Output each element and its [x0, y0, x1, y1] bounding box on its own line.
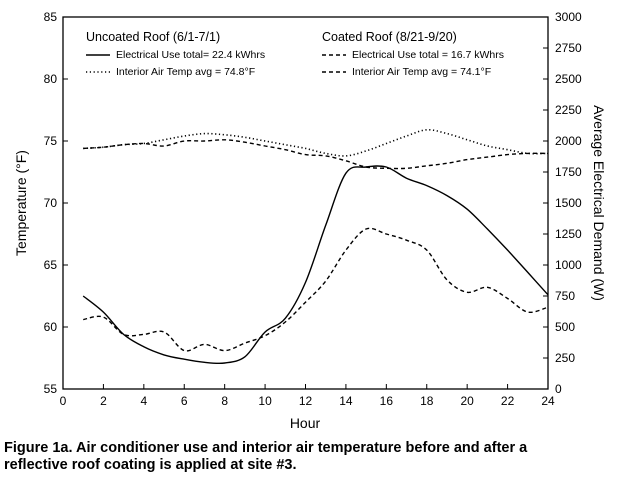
- y-left-tick-label: 65: [44, 258, 58, 272]
- y-right-tick-label: 1000: [555, 258, 582, 272]
- legend-group-title: Uncoated Roof (6/1-7/1): [86, 30, 220, 44]
- x-tick-label: 2: [100, 394, 107, 408]
- y-right-tick-label: 750: [555, 289, 575, 303]
- y-right-tick-label: 2250: [555, 103, 582, 117]
- legend-entry: Interior Air Temp avg = 74.1°F: [352, 66, 491, 78]
- y-right-tick-label: 0: [555, 382, 562, 396]
- series-line-1-1: [83, 139, 549, 170]
- x-tick-label: 24: [541, 394, 555, 408]
- y-right-tick-label: 1500: [555, 196, 582, 210]
- chart: 0 2 4 6 8 10 12 14 16 18 20 22 245560657075808502505…: [13, 10, 607, 431]
- y-right-tick-label: 2500: [555, 72, 582, 86]
- x-tick-label: 22: [501, 394, 515, 408]
- y-left-tick-label: 60: [44, 320, 58, 334]
- caption-line-1: Figure 1a. Air conditioner use and inter…: [4, 440, 528, 456]
- y-left-tick-label: 85: [44, 10, 58, 24]
- x-tick-label: 18: [420, 394, 434, 408]
- caption-line-2: reflective roof coating is applied at si…: [4, 457, 297, 473]
- x-tick-label: 16: [380, 394, 394, 408]
- y-axis-right-label: Average Electrical Demand (W): [591, 105, 607, 301]
- axis-ticks: 0 2 4 6 8 10 12 14 16 18 20 22 245560657075808502505…: [44, 10, 582, 408]
- y-right-tick-label: 1250: [555, 227, 582, 241]
- y-right-tick-label: 2750: [555, 41, 582, 55]
- x-tick-label: 10: [258, 394, 272, 408]
- x-tick-label: 12: [299, 394, 313, 408]
- y-right-tick-label: 1750: [555, 165, 582, 179]
- y-left-tick-label: 55: [44, 382, 58, 396]
- x-tick-label: 20: [460, 394, 474, 408]
- y-left-tick-label: 70: [44, 196, 58, 210]
- y-right-tick-label: 2000: [555, 134, 582, 148]
- legend-entry: Electrical Use total = 16.7 kWhrs: [352, 49, 504, 61]
- series-line-1-0: [83, 227, 549, 352]
- legend-entry: Interior Air Temp avg = 74.8°F: [116, 66, 255, 78]
- x-tick-label: 8: [221, 394, 228, 408]
- y-right-tick-label: 500: [555, 320, 575, 334]
- x-tick-label: 14: [339, 394, 353, 408]
- series-line-0-0: [82, 165, 549, 365]
- series-lines: [82, 128, 549, 365]
- legend-entry: Electrical Use total= 22.4 kWhrs: [116, 49, 265, 61]
- legend-group-title: Coated Roof (8/21-9/20): [322, 30, 457, 44]
- figure-caption: Figure 1a. Air conditioner use and inter…: [4, 440, 616, 474]
- y-left-tick-label: 80: [44, 72, 58, 86]
- x-tick-label: 6: [181, 394, 188, 408]
- series-line-0-1: [83, 128, 549, 157]
- y-right-tick-label: 3000: [555, 10, 582, 24]
- x-tick-label: 0: [60, 394, 67, 408]
- y-left-tick-label: 75: [44, 134, 58, 148]
- legend: Uncoated Roof (6/1-7/1) Electrical Use to…: [86, 30, 504, 78]
- y-right-tick-label: 250: [555, 351, 575, 365]
- x-axis-label: Hour: [290, 415, 321, 431]
- y-axis-left-label: Temperature (°F): [13, 150, 29, 256]
- x-tick-label: 4: [140, 394, 147, 408]
